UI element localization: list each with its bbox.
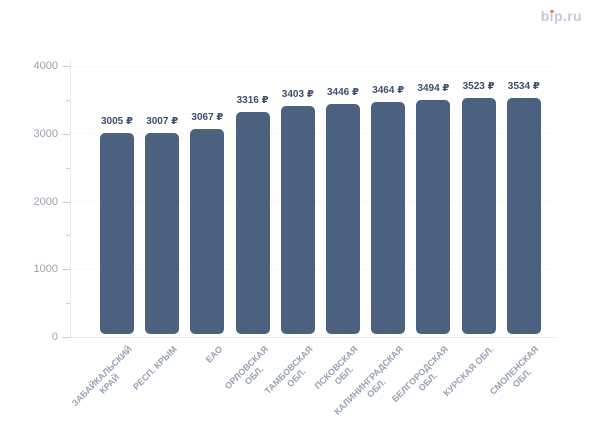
bar-value-label: 3316 ₽ [236, 95, 269, 107]
bar-value-label: 3403 ₽ [281, 89, 314, 101]
bar[interactable] [416, 100, 451, 334]
y-axis-minor-tick [66, 303, 70, 305]
bar-value-label: 3007 ₽ [146, 116, 179, 128]
y-axis-label: 0 [51, 331, 58, 343]
bar[interactable] [190, 129, 225, 334]
bar[interactable] [100, 133, 134, 334]
y-axis-minor-tick [66, 167, 70, 169]
bar-value-label: 3005 ₽ [101, 116, 133, 128]
logo-text-b: b [540, 8, 550, 24]
bar-value-label: 3464 ₽ [372, 85, 405, 97]
y-axis-label: 4000 [33, 60, 58, 72]
x-axis-label: ЗАБАЙКАЛЬСКИЙ КРАЙ [69, 344, 135, 409]
bar[interactable] [235, 112, 270, 334]
y-axis-major-tick [62, 201, 70, 203]
y-axis-major-tick [62, 269, 70, 271]
bip-logo[interactable]: bi p.ru [541, 8, 582, 24]
bar-value-label: 3523 ₽ [462, 81, 495, 93]
y-axis-label: 3000 [33, 127, 58, 140]
y-axis-line [70, 60, 71, 338]
bar-value-label: 3067 ₽ [191, 112, 224, 124]
y-axis-major-tick [62, 66, 70, 67]
x-axis-label: ЕАО [203, 344, 225, 365]
y-axis-minor-tick [66, 235, 70, 237]
bar-value-label: 3494 ₽ [417, 83, 450, 95]
bar[interactable] [280, 106, 315, 334]
bar[interactable] [326, 103, 360, 334]
gridline [71, 65, 555, 67]
logo-orange-dot-icon [550, 9, 554, 13]
x-axis-label: СМОЛЕНСКАЯ ОБЛ. [488, 344, 541, 397]
bar[interactable] [506, 97, 541, 334]
y-axis-label: 2000 [33, 195, 58, 208]
bar-value-label: 3534 ₽ [507, 80, 540, 92]
y-axis-label: 1000 [33, 263, 58, 276]
bar[interactable] [145, 133, 180, 334]
x-axis-line [70, 337, 556, 338]
y-axis-major-tick [62, 337, 70, 338]
y-axis-major-tick [62, 133, 70, 135]
bar-value-label: 3446 ₽ [327, 86, 359, 98]
bar[interactable] [371, 102, 406, 334]
logo-text-rest: p.ru [553, 8, 582, 24]
y-axis-minor-tick [66, 99, 70, 101]
bar[interactable] [461, 98, 496, 334]
logo-text-i: i [549, 8, 554, 24]
x-axis-label: РЕСП. КРЫМ [131, 344, 180, 392]
